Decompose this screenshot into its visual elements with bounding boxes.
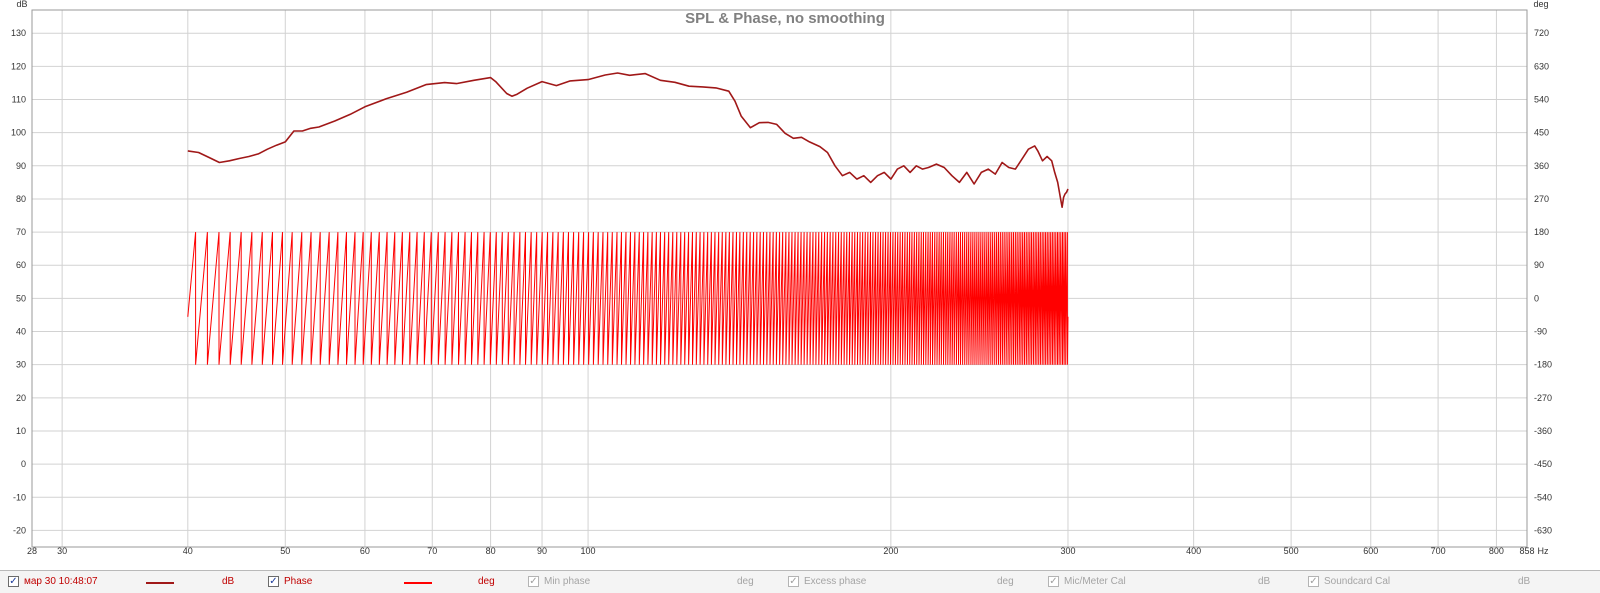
left-tick-label: 30 bbox=[16, 360, 26, 370]
x-tick-label: 90 bbox=[537, 546, 547, 556]
right-tick-label: 0 bbox=[1534, 293, 1539, 303]
x-tick-label: 700 bbox=[1431, 546, 1446, 556]
x-tick-label: 50 bbox=[280, 546, 290, 556]
left-tick-label: 70 bbox=[16, 227, 26, 237]
right-tick-label: -360 bbox=[1534, 426, 1552, 436]
right-tick-label: -540 bbox=[1534, 492, 1552, 502]
legend-checkbox[interactable]: ✓ bbox=[1048, 576, 1059, 587]
x-tick-labels: 28 30 40 50 60 70 80 90 100 200 300 400 500 600 700 800… bbox=[27, 546, 1535, 556]
right-tick-label: 270 bbox=[1534, 194, 1549, 204]
left-tick-label: 80 bbox=[16, 194, 26, 204]
left-tick-label: 20 bbox=[16, 393, 26, 403]
legend-label: Phase bbox=[284, 576, 313, 587]
plot-frame bbox=[31, 9, 1528, 548]
x-tick-label: 500 bbox=[1284, 546, 1299, 556]
left-tick-label: 60 bbox=[16, 260, 26, 270]
left-tick-label: -20 bbox=[13, 525, 26, 535]
left-tick-label: 10 bbox=[16, 426, 26, 436]
legend-line-swatch bbox=[404, 582, 432, 584]
legend-label: Mic/Meter Cal bbox=[1064, 576, 1126, 587]
x-tick-label: 800 bbox=[1489, 546, 1504, 556]
legend-item: ✓ Mic/Meter Cal dB bbox=[1048, 574, 1288, 590]
right-tick-label: 90 bbox=[1534, 260, 1544, 270]
x-tick-label: 30 bbox=[57, 546, 67, 556]
right-tick-label: -450 bbox=[1534, 459, 1552, 469]
x-tick-label: 40 bbox=[183, 546, 193, 556]
left-axis-label: dB bbox=[16, 0, 27, 9]
x-tick-label: 858 bbox=[1519, 546, 1534, 556]
left-tick-label: 90 bbox=[16, 161, 26, 171]
x-tick-label: 100 bbox=[581, 546, 596, 556]
legend-label: Excess phase bbox=[804, 576, 867, 587]
legend-checkbox[interactable]: ✓ bbox=[8, 576, 19, 587]
legend-label: мар 30 10:48:07 bbox=[24, 576, 98, 587]
x-tick-label: 80 bbox=[486, 546, 496, 556]
legend-bar: ✓ мар 30 10:48:07 dB ✓ Phase deg ✓ Min phase deg… bbox=[0, 570, 1600, 593]
left-tick-label: 100 bbox=[11, 128, 26, 138]
right-tick-label: 630 bbox=[1534, 61, 1549, 71]
right-axis-label: deg bbox=[1533, 0, 1548, 9]
x-tick-label: 60 bbox=[360, 546, 370, 556]
legend-unit: dB bbox=[1258, 576, 1271, 587]
right-tick-label: -90 bbox=[1534, 327, 1547, 337]
x-tick-label: 300 bbox=[1060, 546, 1075, 556]
x-tick-label: 400 bbox=[1186, 546, 1201, 556]
legend-item: ✓ Soundcard Cal dB bbox=[1308, 574, 1548, 590]
legend-line-swatch bbox=[146, 582, 174, 584]
right-tick-label: -180 bbox=[1534, 360, 1552, 370]
spl-series-line[interactable] bbox=[187, 72, 1069, 208]
left-tick-label: -10 bbox=[13, 492, 26, 502]
left-tick-label: 0 bbox=[21, 459, 26, 469]
legend-unit: dB bbox=[222, 576, 235, 587]
phase-series-line[interactable] bbox=[187, 232, 1069, 365]
legend-item: ✓ Phase deg bbox=[268, 574, 508, 590]
x-tick-label: 200 bbox=[883, 546, 898, 556]
legend-unit: deg bbox=[478, 576, 495, 587]
chart-title: SPL & Phase, no smoothing bbox=[685, 10, 885, 27]
x-tick-label: 28 bbox=[27, 546, 37, 556]
right-tick-label: -630 bbox=[1534, 525, 1552, 535]
right-tick-label: 720 bbox=[1534, 28, 1549, 38]
x-tick-label: 600 bbox=[1363, 546, 1378, 556]
left-tick-label: 110 bbox=[12, 95, 26, 105]
left-tick-label: 50 bbox=[16, 293, 26, 303]
right-tick-label: -270 bbox=[1534, 393, 1552, 403]
left-tick-label: 130 bbox=[11, 28, 26, 38]
legend-checkbox[interactable]: ✓ bbox=[788, 576, 799, 587]
chart-area[interactable]: 28 30 40 50 60 70 80 90 100 200 300 400 500 600 700 800… bbox=[0, 0, 1600, 570]
x-axis-unit-label: Hz bbox=[1538, 546, 1549, 556]
spl-phase-chart[interactable]: 28 30 40 50 60 70 80 90 100 200 300 400 500 600 700 800… bbox=[0, 0, 1600, 570]
left-tick-label: 40 bbox=[16, 327, 26, 337]
right-tick-label: 180 bbox=[1534, 227, 1549, 237]
legend-checkbox[interactable]: ✓ bbox=[528, 576, 539, 587]
right-tick-label: 450 bbox=[1534, 128, 1549, 138]
left-tick-label: 120 bbox=[11, 61, 26, 71]
x-tick-label: 70 bbox=[427, 546, 437, 556]
legend-unit: deg bbox=[997, 576, 1014, 587]
right-tick-labels: 720 630 540 450 360 270 180 90 0 -90 -180 -270 -360 -… bbox=[1534, 28, 1552, 535]
legend-item: ✓ Min phase deg bbox=[528, 574, 767, 590]
right-tick-label: 360 bbox=[1534, 161, 1549, 171]
legend-label: Soundcard Cal bbox=[1324, 576, 1391, 587]
legend-checkbox[interactable]: ✓ bbox=[268, 576, 279, 587]
legend-item: ✓ Excess phase deg bbox=[788, 574, 1027, 590]
legend-item: ✓ мар 30 10:48:07 dB bbox=[8, 574, 252, 590]
legend-checkbox[interactable]: ✓ bbox=[1308, 576, 1319, 587]
legend-unit: deg bbox=[737, 576, 754, 587]
right-tick-label: 540 bbox=[1534, 95, 1549, 105]
legend-label: Min phase bbox=[544, 576, 591, 587]
legend-unit: dB bbox=[1518, 576, 1531, 587]
